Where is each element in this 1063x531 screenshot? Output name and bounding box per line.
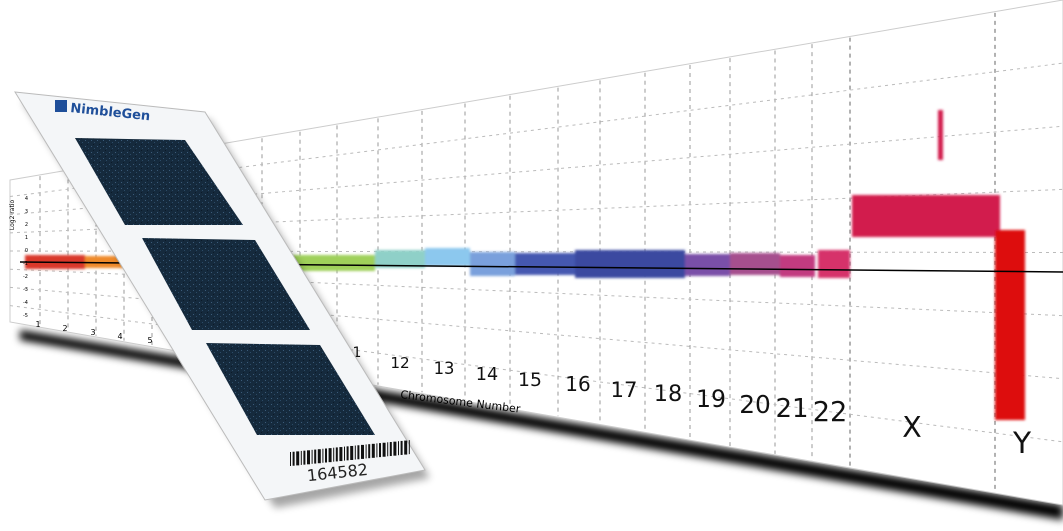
bar-line (329, 448, 332, 462)
points (938, 110, 943, 160)
bar-line (409, 440, 410, 454)
x-tick-label: 3 (90, 328, 95, 337)
bar-line (293, 452, 295, 466)
bar-line (325, 449, 327, 463)
bar-line (333, 448, 334, 462)
bar-line (368, 444, 370, 458)
x-tick-label: Y (1012, 426, 1032, 460)
x-tick-label: 20 (739, 390, 771, 419)
bar-line (347, 446, 349, 460)
bar-line (387, 442, 388, 456)
x-tick-label: 19 (696, 385, 726, 413)
bar-line (301, 451, 302, 465)
x-tick-label: 15 (518, 370, 542, 391)
y-tick-label: 4 (25, 196, 28, 202)
bar-line (361, 445, 364, 459)
y-tick-label: -1 (23, 261, 28, 267)
bar-line (383, 443, 386, 457)
bar-line (350, 446, 353, 460)
bar-line (357, 445, 359, 459)
bar-line (398, 441, 399, 455)
x-tick-label: 12 (390, 354, 409, 372)
x-tick-label: 2 (62, 324, 67, 333)
x-tick-label: 21 (775, 394, 808, 424)
y-tick-label: -3 (23, 287, 28, 293)
y-tick-label: 2 (25, 222, 28, 228)
x-tick-label: 22 (813, 397, 848, 428)
y-axis-label: Log2 ratio (9, 200, 16, 231)
x-tick-label: 16 (565, 372, 590, 396)
points (470, 252, 515, 276)
logo-icon (55, 100, 67, 112)
x-tick-label: 13 (434, 359, 455, 378)
points (852, 195, 1000, 237)
bar-line (379, 443, 381, 457)
bar-line (393, 442, 396, 456)
points (780, 255, 815, 277)
y-tick-label: 0 (25, 248, 28, 254)
points (730, 253, 780, 275)
bar-line (376, 443, 377, 457)
y-tick-label: 1 (25, 235, 28, 241)
points (425, 248, 470, 266)
bar-line (355, 446, 356, 460)
y-tick-label: -5 (23, 313, 28, 319)
x-tick-label: X (902, 411, 921, 444)
x-tick-label: 18 (654, 381, 683, 407)
points (685, 254, 730, 276)
illustration: Log2 ratio Chromosome Number 43210-1-2-3… (0, 0, 1063, 531)
bar-line (404, 441, 407, 455)
bar-line (296, 451, 299, 465)
bar-line (401, 441, 403, 455)
bar-line (390, 442, 392, 456)
bar-line (307, 450, 310, 464)
bar-line (344, 447, 345, 461)
x-tick-label: 17 (611, 377, 638, 402)
bar-line (290, 452, 291, 466)
bar-line (314, 450, 316, 464)
points (995, 230, 1025, 420)
y-tick-label: -2 (23, 274, 28, 280)
y-tick-label: -4 (23, 300, 28, 306)
bar-line (303, 451, 305, 465)
bar-line (372, 444, 375, 458)
y-tick-label: 3 (25, 209, 28, 215)
bar-line (312, 450, 313, 464)
bar-line (322, 449, 323, 463)
points (575, 250, 685, 278)
bar-line (336, 447, 338, 461)
bar-line (366, 444, 367, 458)
x-tick-label: 5 (147, 336, 152, 345)
points (818, 250, 850, 278)
bar-line (339, 447, 342, 461)
x-tick-label: 14 (476, 365, 498, 385)
bar-line (318, 449, 321, 463)
x-tick-label: 4 (117, 332, 122, 341)
x-tick-label: 1 (35, 320, 40, 329)
